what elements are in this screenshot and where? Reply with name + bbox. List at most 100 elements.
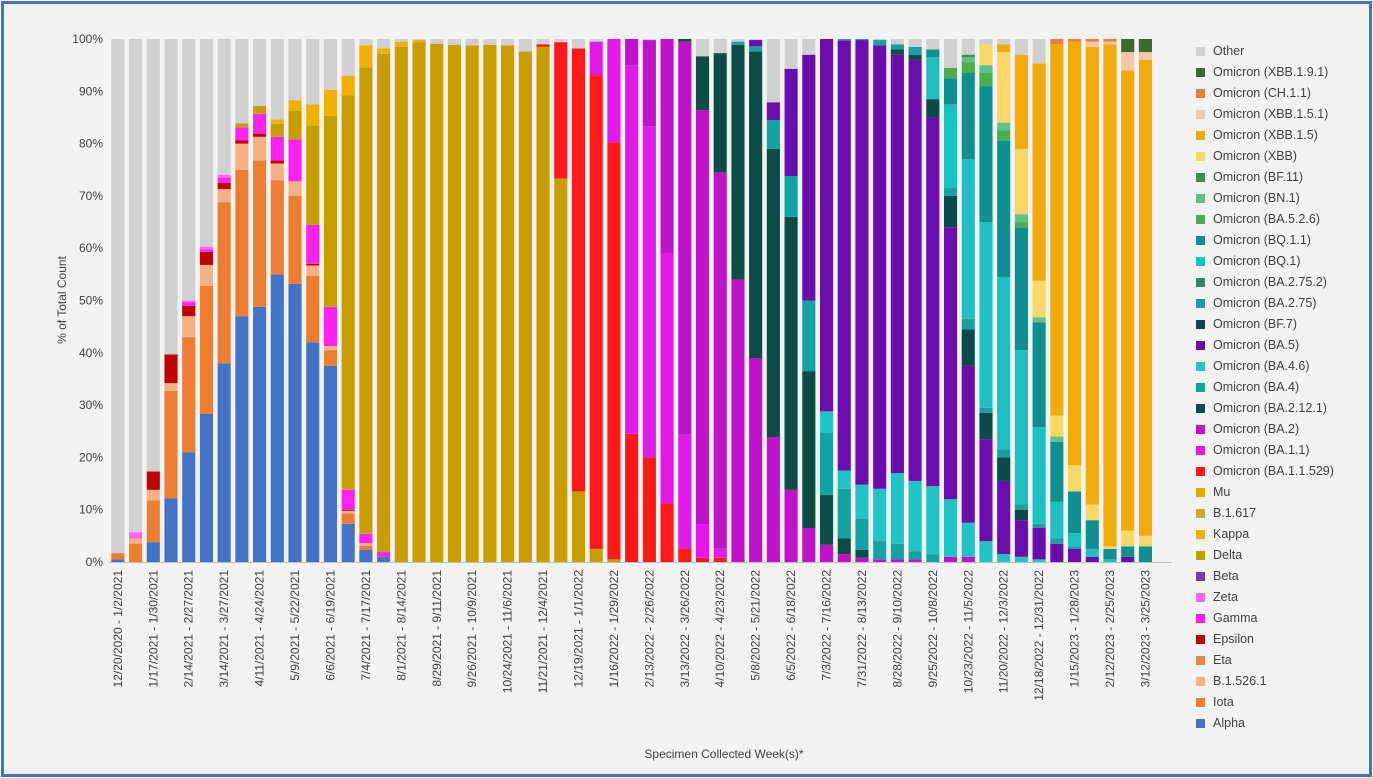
bar-segment <box>961 318 975 330</box>
bar-segment <box>802 371 816 529</box>
x-tick-label: 1/16/2022 - 1/29/2022 <box>607 570 621 688</box>
legend-label: Omicron (BA.1.1.529) <box>1213 464 1334 478</box>
bar-segment-other <box>713 39 727 54</box>
bar-segment <box>1032 427 1046 524</box>
bar-segment <box>199 246 213 250</box>
bar-segment <box>217 189 231 203</box>
bar-segment <box>979 541 993 562</box>
bar-segment <box>943 78 958 105</box>
bar-segment <box>1068 548 1082 562</box>
legend-label: Omicron (BA.5) <box>1213 338 1300 352</box>
bar-segment-other <box>483 39 497 45</box>
legend-swatch <box>1196 676 1205 686</box>
legend-label: Other <box>1213 44 1245 58</box>
legend-swatch <box>1196 697 1205 707</box>
bar-segment <box>961 72 975 160</box>
bar-segment <box>660 39 674 254</box>
bar-segment <box>625 65 639 434</box>
legend-swatch <box>1196 88 1205 98</box>
bar-segment <box>731 41 745 45</box>
bar-segment <box>1050 436 1064 442</box>
bar-segment <box>253 105 267 114</box>
bar-segment-other <box>306 39 320 105</box>
legend-swatch <box>1196 193 1205 203</box>
bar-segment <box>890 49 904 55</box>
bar-segment-other <box>749 39 763 41</box>
bar-segment <box>323 346 338 351</box>
legend-swatch <box>1196 109 1205 119</box>
legend-item: Omicron (BA.5) <box>1196 338 1299 352</box>
bar-segment-other <box>412 39 426 41</box>
legend-swatch <box>1196 382 1205 392</box>
bar-segment-other <box>501 39 515 46</box>
y-tick-label: 20% <box>79 450 103 464</box>
bar-segment <box>731 279 745 562</box>
bar-segment <box>1014 520 1028 557</box>
legend-item: B.1.526.1 <box>1196 674 1267 688</box>
bar-segment <box>961 54 975 58</box>
legend-label: Omicron (BQ.1.1) <box>1213 233 1311 247</box>
bar-segment <box>819 411 834 433</box>
bar-segment <box>926 486 940 555</box>
bar-segment <box>784 176 798 217</box>
legend-item: Omicron (BA.2) <box>1196 422 1299 436</box>
bar-segment <box>678 41 692 435</box>
bar-segment <box>536 46 550 563</box>
bar-segment <box>1032 317 1046 323</box>
bar-segment <box>908 559 922 562</box>
y-tick-label: 30% <box>79 398 103 412</box>
bar-segment <box>766 120 780 149</box>
bar-segment <box>377 552 391 557</box>
bar-segment <box>979 407 993 413</box>
legend-label: Omicron (BA.1.1) <box>1213 443 1310 457</box>
x-tick-label: 12/18/2022 - 12/31/2022 <box>1032 570 1046 701</box>
bar-segment <box>1138 52 1152 60</box>
bar-segment <box>890 44 904 50</box>
x-tick-label: 12/19/2021 - 1/1/2022 <box>572 570 586 688</box>
bar-segment-other <box>1014 39 1028 55</box>
bar-segment <box>784 489 798 562</box>
bar-series <box>109 39 1172 563</box>
x-tick-label: 2/12/2023 - 2/25/2023 <box>1103 570 1117 688</box>
bar-segment-other <box>199 39 213 247</box>
bar-segment <box>341 95 355 490</box>
legend-label: Beta <box>1213 569 1239 583</box>
legend-item: Eta <box>1196 653 1232 667</box>
legend-label: Mu <box>1213 485 1231 499</box>
legend-item: Omicron (XBB) <box>1196 149 1297 163</box>
legend-label: Eta <box>1213 653 1232 667</box>
bar-segment <box>695 557 710 562</box>
legend-swatch <box>1196 130 1205 140</box>
y-tick-label: 10% <box>79 503 103 517</box>
bar-segment <box>997 52 1011 123</box>
bar-segment <box>235 316 249 562</box>
bar-segment-other <box>129 39 143 533</box>
x-tick-label: 10/23/2022 - 11/5/2022 <box>961 570 975 694</box>
bar-segment-other <box>997 39 1011 45</box>
bar-segment <box>908 54 922 60</box>
x-tick-label: 2/13/2022 - 2/26/2022 <box>642 570 656 688</box>
legend-item: Zeta <box>1196 590 1238 604</box>
bar-segment <box>731 44 745 280</box>
bar-segment <box>1068 465 1082 492</box>
bar-segment <box>465 45 479 562</box>
bar-segment <box>943 499 958 557</box>
bar-segment <box>235 127 249 141</box>
bar-segment <box>1138 39 1152 53</box>
x-tick-label: 12/20/2020 - 1/2/2021 <box>111 570 125 688</box>
bar-segment <box>997 554 1011 562</box>
bar-segment <box>323 115 338 307</box>
bar-segment <box>1032 523 1046 528</box>
legend-label: Omicron (BF.11) <box>1213 170 1304 184</box>
y-tick-label: 100% <box>72 32 103 46</box>
bar-segment <box>1014 350 1028 505</box>
bar-segment <box>1121 39 1135 53</box>
bar-segment-other <box>979 39 993 45</box>
bar-segment <box>359 549 373 562</box>
bar-segment <box>571 48 586 492</box>
legend-swatch <box>1196 46 1205 56</box>
legend-item: Delta <box>1196 548 1242 562</box>
legend-swatch <box>1196 424 1205 434</box>
legend-label: Omicron (BA.2.12.1) <box>1213 401 1327 415</box>
